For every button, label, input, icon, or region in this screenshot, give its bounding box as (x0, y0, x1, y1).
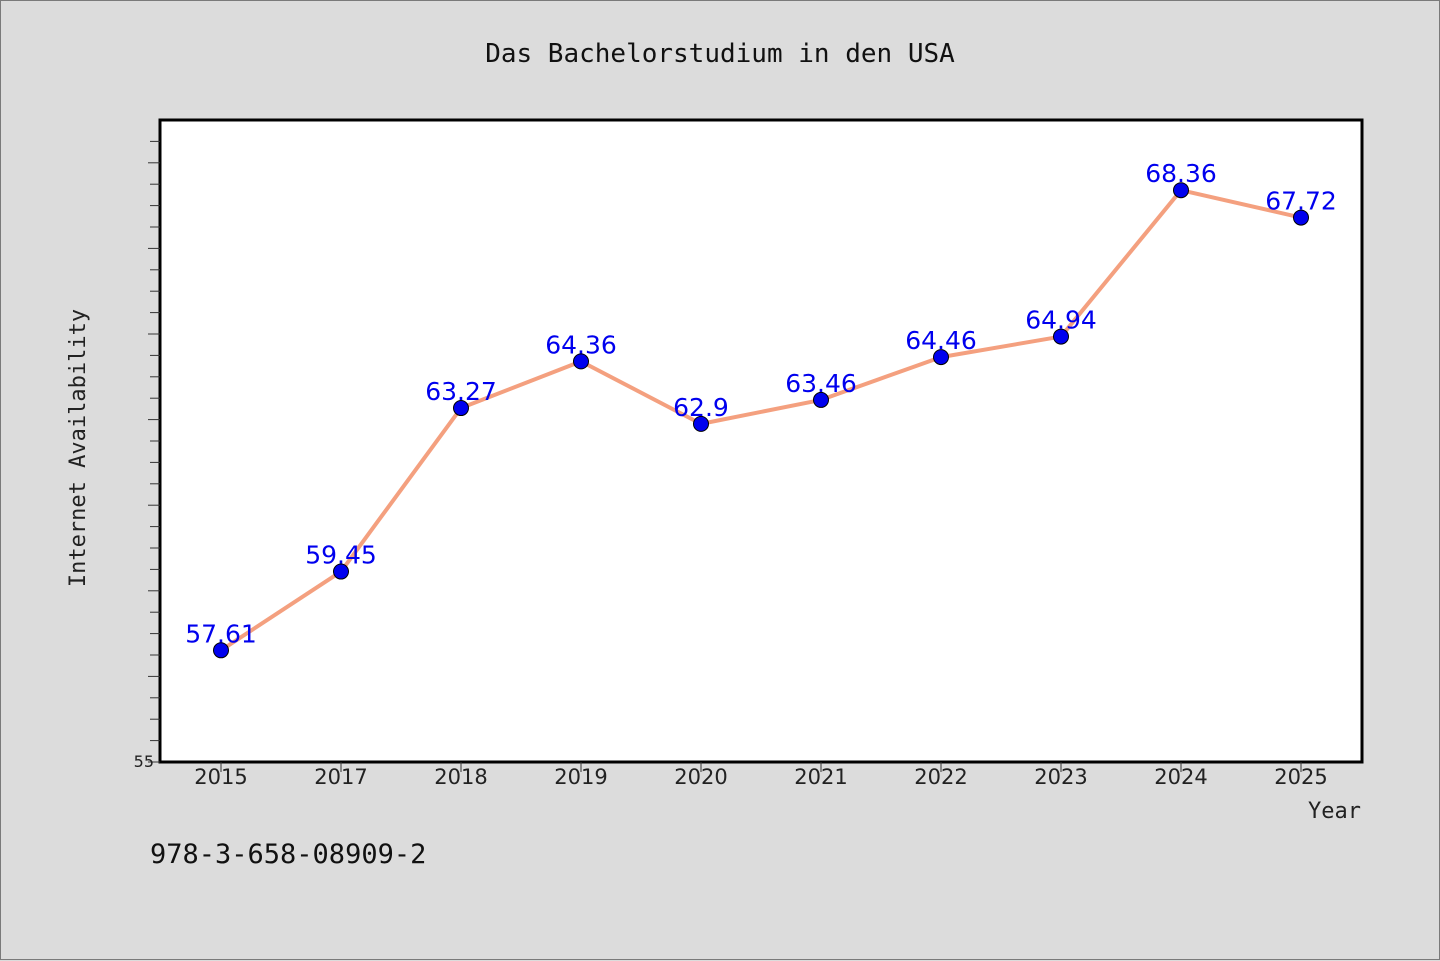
data-point (1053, 328, 1069, 345)
data-label: 59.45 (305, 541, 377, 570)
data-label: 63.46 (785, 369, 857, 398)
x-tick-label: 2019 (554, 765, 607, 789)
data-point (573, 353, 589, 370)
data-point (933, 349, 949, 366)
data-label: 64.36 (545, 330, 617, 359)
chart-title: Das Bachelorstudium in den USA (485, 39, 955, 69)
y-axis-label: Internet Availability (66, 309, 91, 587)
data-point (813, 391, 829, 408)
x-tick-label: 2022 (914, 765, 967, 789)
data-label: 68.36 (1145, 159, 1217, 188)
x-tick-label: 2025 (1274, 765, 1327, 789)
x-tick-label: 2024 (1154, 765, 1207, 789)
data-label: 62.9 (673, 393, 729, 422)
series-line (219, 188, 1303, 653)
data-label: 64.46 (905, 326, 977, 355)
data-point (1173, 182, 1189, 199)
data-point (1293, 209, 1309, 226)
x-tick-label: 2020 (674, 765, 727, 789)
x-tick-label: 2017 (314, 765, 367, 789)
data-point (693, 415, 709, 432)
data-label: 64.94 (1025, 306, 1097, 335)
plot-area (158, 118, 1364, 764)
x-tick-label: 2021 (794, 765, 847, 789)
x-tick-label: 2018 (434, 765, 487, 789)
x-axis-ticks: 2015 2017 2018 2019 2020 2021 2022 2023 2024 2025 (194, 762, 1328, 789)
x-tick-label: 2023 (1034, 765, 1087, 789)
x-axis-label: Year (1308, 799, 1361, 824)
x-tick-label: 2015 (194, 765, 247, 789)
data-label: 57.61 (185, 619, 257, 648)
data-point (453, 400, 469, 417)
data-label-layer: 57.61 59.45 63.27 64.36 62.9 63.46 64.46 64.94 6… (185, 159, 1337, 648)
y-tick-label: 55 (134, 752, 154, 771)
y-axis-ticks: 55 (134, 140, 160, 771)
data-point (333, 563, 349, 580)
footer-isbn: 978-3-658-08909-2 (150, 839, 426, 870)
data-point (213, 642, 229, 659)
data-label: 63.27 (425, 377, 497, 406)
data-label: 67.72 (1265, 187, 1337, 216)
series-layer (213, 182, 1309, 659)
